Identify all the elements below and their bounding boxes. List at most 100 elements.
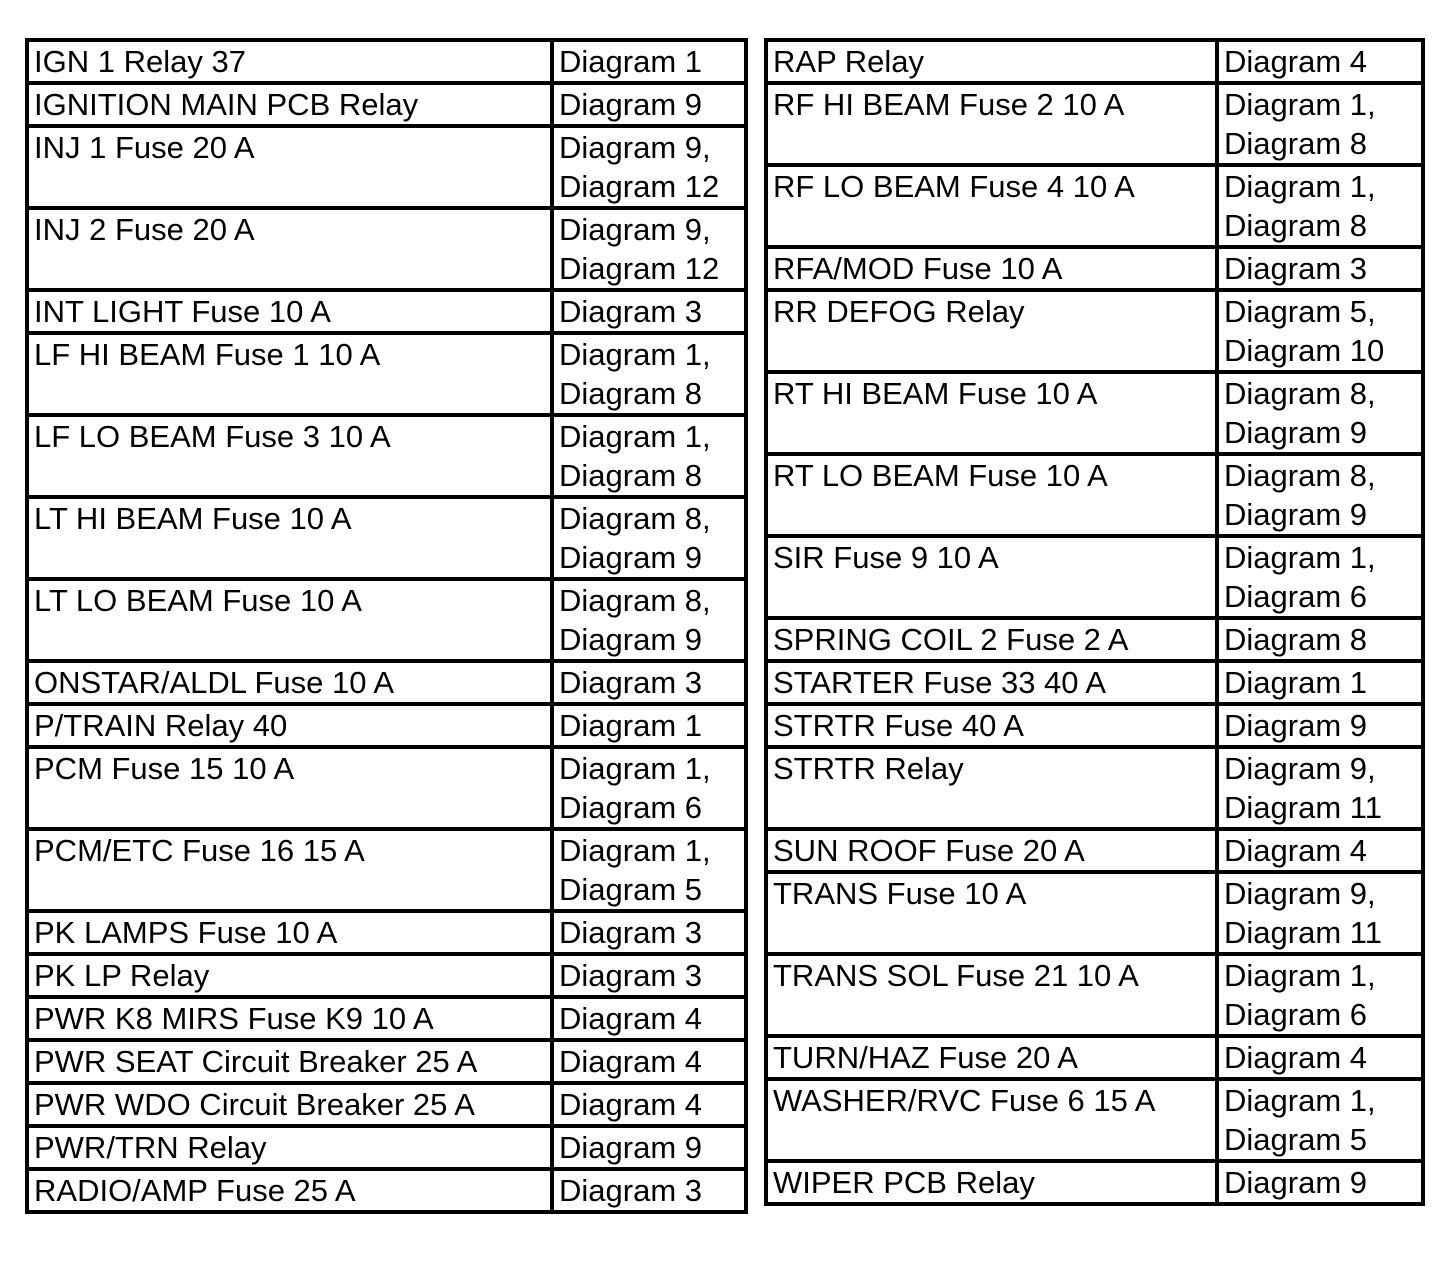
diagram-ref-cell: Diagram 4 [1215, 827, 1425, 874]
component-name-cell: INJ 2 Fuse 20 A [25, 206, 554, 292]
diagram-ref-line: Diagram 6 [1224, 997, 1367, 1032]
component-name-text: LF HI BEAM Fuse 1 10 A [34, 337, 381, 372]
diagram-ref-cell: Diagram 9 [1215, 702, 1425, 749]
table-row: PCM/ETC Fuse 16 15 A Diagram 1, Diagram 5 [25, 827, 748, 913]
diagram-ref-line: Diagram 8 [1224, 126, 1367, 161]
table-row: PWR WDO Circuit Breaker 25 A Diagram 4 [25, 1081, 748, 1128]
diagram-ref-line: Diagram 8, [1224, 376, 1376, 411]
component-name-text: SPRING COIL 2 Fuse 2 A [773, 622, 1129, 657]
diagram-ref-line: Diagram 9 [1224, 415, 1367, 450]
diagram-ref-line: Diagram 5, [1224, 294, 1376, 329]
table-row: INT LIGHT Fuse 10 A Diagram 3 [25, 288, 748, 335]
component-name-cell: RT LO BEAM Fuse 10 A [764, 452, 1219, 538]
diagram-ref-cell: Diagram 1 [550, 702, 748, 749]
diagram-ref-line: Diagram 8 [559, 376, 702, 411]
component-name-text: RT HI BEAM Fuse 10 A [773, 376, 1098, 411]
table-row: ONSTAR/ALDL Fuse 10 A Diagram 3 [25, 659, 748, 706]
table-row: SUN ROOF Fuse 20 A Diagram 4 [764, 827, 1425, 874]
table-row: STARTER Fuse 33 40 A Diagram 1 [764, 659, 1425, 706]
component-name-text: RFA/MOD Fuse 10 A [773, 251, 1063, 286]
diagram-ref-cell: Diagram 1, Diagram 8 [1215, 81, 1425, 167]
diagram-ref-cell: Diagram 3 [550, 659, 748, 706]
component-name-cell: INT LIGHT Fuse 10 A [25, 288, 554, 335]
table-row: SIR Fuse 9 10 A Diagram 1, Diagram 6 [764, 534, 1425, 620]
diagram-ref-line: Diagram 3 [559, 1173, 702, 1208]
table-row: SPRING COIL 2 Fuse 2 A Diagram 8 [764, 616, 1425, 663]
diagram-ref-cell: Diagram 3 [550, 288, 748, 335]
component-name-cell: IGN 1 Relay 37 [25, 38, 554, 85]
component-name-cell: STRTR Relay [764, 745, 1219, 831]
component-name-cell: WIPER PCB Relay [764, 1159, 1219, 1206]
diagram-ref-line: Diagram 9 [1224, 708, 1367, 743]
component-name-text: SUN ROOF Fuse 20 A [773, 833, 1085, 868]
diagram-ref-cell: Diagram 1, Diagram 8 [550, 413, 748, 499]
diagram-ref-cell: Diagram 9, Diagram 12 [550, 124, 748, 210]
diagram-ref-cell: Diagram 8, Diagram 9 [1215, 370, 1425, 456]
component-name-text: TURN/HAZ Fuse 20 A [773, 1040, 1078, 1075]
component-name-text: RADIO/AMP Fuse 25 A [34, 1173, 356, 1208]
diagram-ref-line: Diagram 8, [559, 501, 711, 536]
diagram-ref-cell: Diagram 8, Diagram 9 [1215, 452, 1425, 538]
diagram-ref-line: Diagram 9 [1224, 1165, 1367, 1200]
diagram-ref-cell: Diagram 8 [1215, 616, 1425, 663]
table-row: RR DEFOG Relay Diagram 5, Diagram 10 [764, 288, 1425, 374]
component-name-cell: SIR Fuse 9 10 A [764, 534, 1219, 620]
component-name-cell: LF LO BEAM Fuse 3 10 A [25, 413, 554, 499]
component-name-text: IGN 1 Relay 37 [34, 44, 246, 79]
diagram-ref-line: Diagram 3 [559, 665, 702, 700]
component-name-cell: TURN/HAZ Fuse 20 A [764, 1034, 1219, 1081]
diagram-ref-cell: Diagram 1, Diagram 6 [1215, 534, 1425, 620]
component-name-cell: ONSTAR/ALDL Fuse 10 A [25, 659, 554, 706]
component-name-cell: INJ 1 Fuse 20 A [25, 124, 554, 210]
component-name-text: WASHER/RVC Fuse 6 15 A [773, 1083, 1156, 1118]
component-name-text: INJ 2 Fuse 20 A [34, 212, 255, 247]
diagram-ref-line: Diagram 1, [559, 833, 711, 868]
table-row: IGN 1 Relay 37 Diagram 1 [25, 38, 748, 85]
component-name-text: TRANS SOL Fuse 21 10 A [773, 958, 1139, 993]
table-row: PWR SEAT Circuit Breaker 25 A Diagram 4 [25, 1038, 748, 1085]
diagram-ref-line: Diagram 10 [1224, 333, 1385, 368]
table-row: INJ 2 Fuse 20 A Diagram 9, Diagram 12 [25, 206, 748, 292]
diagram-ref-cell: Diagram 1, Diagram 8 [1215, 163, 1425, 249]
table-row: PK LP Relay Diagram 3 [25, 952, 748, 999]
diagram-ref-line: Diagram 12 [559, 169, 720, 204]
component-name-cell: PCM/ETC Fuse 16 15 A [25, 827, 554, 913]
component-name-cell: RFA/MOD Fuse 10 A [764, 245, 1219, 292]
table-row: LF LO BEAM Fuse 3 10 A Diagram 1, Diagram … [25, 413, 748, 499]
component-name-text: RAP Relay [773, 44, 925, 79]
diagram-ref-line: Diagram 1, [1224, 87, 1376, 122]
component-name-text: PWR/TRN Relay [34, 1130, 267, 1165]
component-name-text: RR DEFOG Relay [773, 294, 1025, 329]
fuse-relay-index-table-right: RAP Relay Diagram 4 RF HI BEAM Fuse 2 10 A… [764, 38, 1425, 1206]
diagram-ref-line: Diagram 1, [559, 419, 711, 454]
component-name-text: RT LO BEAM Fuse 10 A [773, 458, 1108, 493]
component-name-cell: P/TRAIN Relay 40 [25, 702, 554, 749]
diagram-ref-cell: Diagram 9, Diagram 11 [1215, 870, 1425, 956]
diagram-ref-line: Diagram 1 [559, 44, 702, 79]
component-name-text: RF HI BEAM Fuse 2 10 A [773, 87, 1125, 122]
component-name-text: PWR SEAT Circuit Breaker 25 A [34, 1044, 478, 1079]
component-name-text: INJ 1 Fuse 20 A [34, 130, 255, 165]
component-name-text: STRTR Relay [773, 751, 964, 786]
component-name-cell: IGNITION MAIN PCB Relay [25, 81, 554, 128]
table-row: WIPER PCB Relay Diagram 9 [764, 1159, 1425, 1206]
component-name-cell: WASHER/RVC Fuse 6 15 A [764, 1077, 1219, 1163]
table-row: PCM Fuse 15 10 A Diagram 1, Diagram 6 [25, 745, 748, 831]
table-row: RT LO BEAM Fuse 10 A Diagram 8, Diagram 9 [764, 452, 1425, 538]
table-row: TRANS SOL Fuse 21 10 A Diagram 1, Diagram … [764, 952, 1425, 1038]
component-name-cell: PCM Fuse 15 10 A [25, 745, 554, 831]
fuse-relay-index-table-left: IGN 1 Relay 37 Diagram 1 IGNITION MAIN PCB… [25, 38, 748, 1214]
table-row: PWR K8 MIRS Fuse K9 10 A Diagram 4 [25, 995, 748, 1042]
component-name-text: PWR WDO Circuit Breaker 25 A [34, 1087, 475, 1122]
table-row: IGNITION MAIN PCB Relay Diagram 9 [25, 81, 748, 128]
table-row: WASHER/RVC Fuse 6 15 A Diagram 1, Diagram … [764, 1077, 1425, 1163]
table-row: LT LO BEAM Fuse 10 A Diagram 8, Diagram 9 [25, 577, 748, 663]
diagram-ref-line: Diagram 4 [559, 1001, 702, 1036]
diagram-ref-line: Diagram 4 [1224, 44, 1367, 79]
diagram-ref-line: Diagram 1, [559, 751, 711, 786]
diagram-ref-line: Diagram 5 [1224, 1122, 1367, 1157]
diagram-ref-cell: Diagram 4 [1215, 1034, 1425, 1081]
component-name-text: LF LO BEAM Fuse 3 10 A [34, 419, 391, 454]
diagram-ref-cell: Diagram 4 [550, 1081, 748, 1128]
component-name-cell: PK LP Relay [25, 952, 554, 999]
